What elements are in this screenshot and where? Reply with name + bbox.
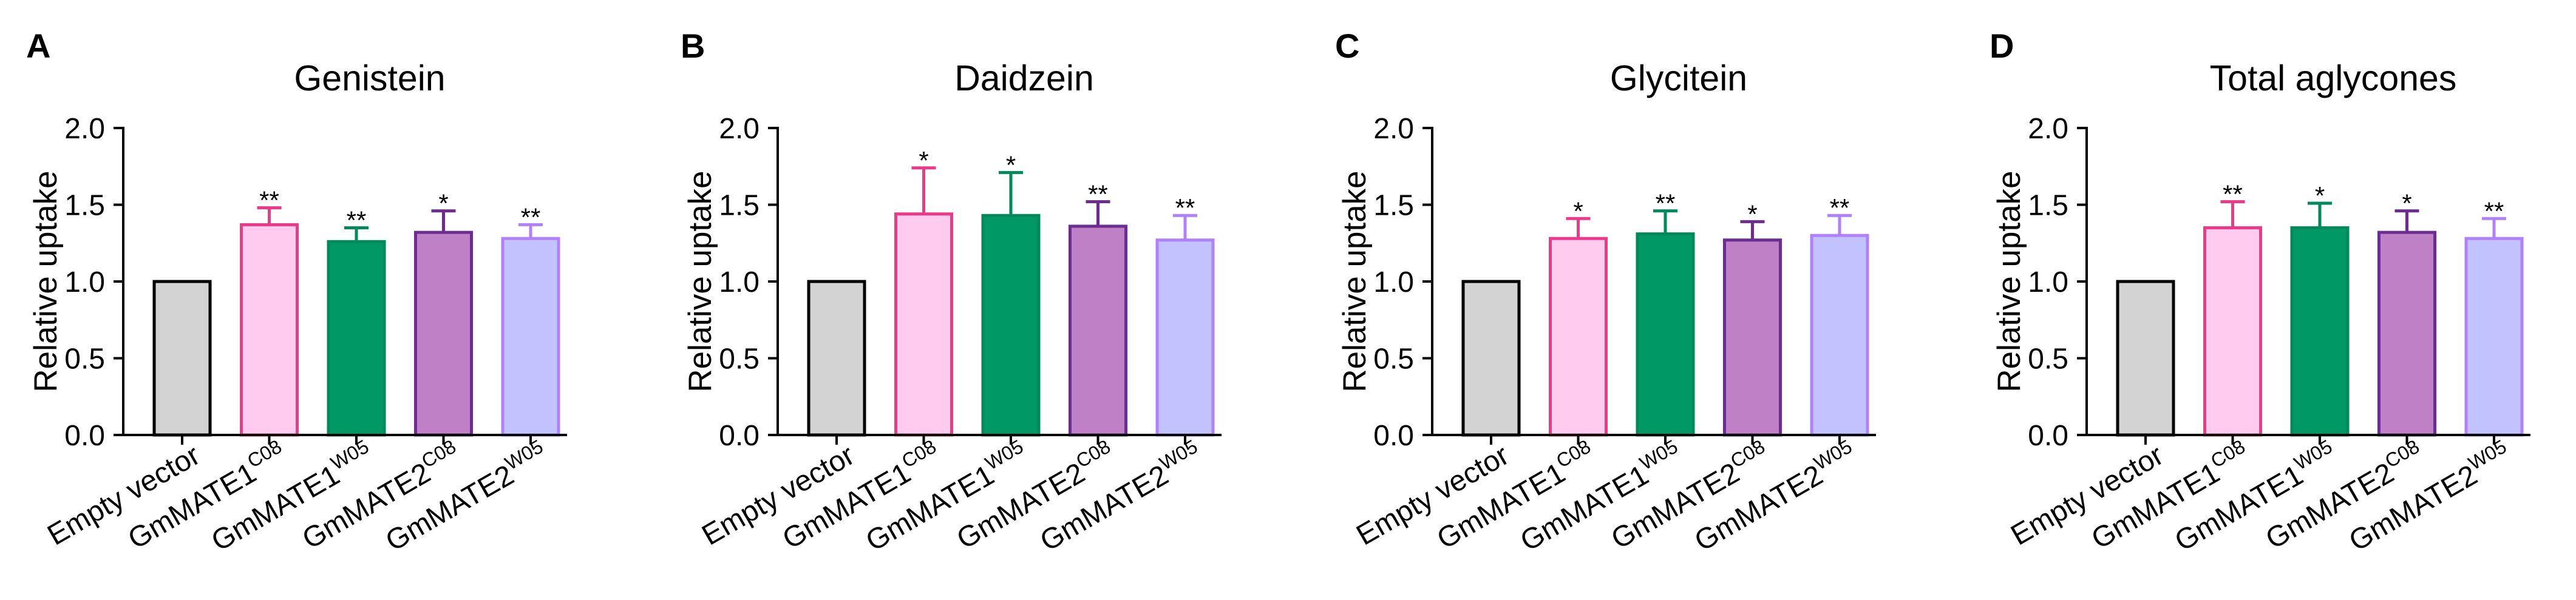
y-tick-label: 1.0 xyxy=(719,266,760,298)
significance-gmmate2-w05: ** xyxy=(521,203,541,231)
significance-gmmate1-c08: * xyxy=(919,146,928,175)
significance-gmmate2-w05: ** xyxy=(1830,194,1850,222)
significance-gmmate2-c08: * xyxy=(438,189,448,218)
significance-gmmate2-c08: * xyxy=(1747,200,1757,228)
y-axis-label: Relative uptake xyxy=(1337,170,1373,392)
y-tick-label: 1.5 xyxy=(719,190,760,222)
y-tick-label: 1.5 xyxy=(1373,190,1414,222)
y-tick-label: 2.0 xyxy=(1373,113,1414,145)
y-tick-label: 1.5 xyxy=(2028,190,2068,222)
chart-title: Total aglycones xyxy=(2210,58,2457,98)
y-tick-label: 1.5 xyxy=(64,190,105,222)
y-tick-label: 0.0 xyxy=(2028,420,2068,452)
bar-gmmate1-w05 xyxy=(981,214,1041,437)
bar-empty-vector xyxy=(152,280,212,437)
significance-gmmate1-w05: ** xyxy=(347,206,367,234)
significance-gmmate1-c08: * xyxy=(1573,197,1583,225)
y-tick-label: 1.0 xyxy=(2028,266,2068,298)
y-tick-label: 0.0 xyxy=(64,420,105,452)
y-tick-label: 0.5 xyxy=(2028,343,2068,376)
significance-gmmate1-w05: * xyxy=(1006,150,1016,179)
y-tick-label: 1.0 xyxy=(1373,266,1414,298)
bar-gmmate2-w05 xyxy=(2464,237,2524,437)
y-axis-label: Relative uptake xyxy=(28,170,64,392)
panel-letter: D xyxy=(1990,27,2014,65)
y-tick-label: 2.0 xyxy=(64,113,105,145)
significance-gmmate2-w05: ** xyxy=(1175,194,1195,222)
chart-title: Genistein xyxy=(294,58,445,98)
bar-gmmate2-w05 xyxy=(1155,238,1215,437)
significance-gmmate2-c08: * xyxy=(2402,189,2411,218)
y-tick-label: 2.0 xyxy=(2028,113,2068,145)
bar-empty-vector xyxy=(2116,280,2175,437)
bar-gmmate2-c08 xyxy=(414,231,473,437)
bar-gmmate1-c08 xyxy=(2203,226,2262,437)
bar-gmmate1-c08 xyxy=(240,223,299,437)
panel-letter: B xyxy=(681,27,705,65)
bar-gmmate1-c08 xyxy=(1549,237,1608,437)
significance-gmmate1-c08: ** xyxy=(259,186,279,215)
y-tick-label: 0.5 xyxy=(1373,343,1414,376)
panel-letter: A xyxy=(26,27,50,65)
significance-gmmate1-w05: ** xyxy=(1656,189,1676,218)
chart-title: Daidzein xyxy=(954,58,1094,98)
significance-gmmate2-w05: ** xyxy=(2484,197,2504,225)
bar-gmmate1-c08 xyxy=(894,212,953,437)
y-tick-label: 0.0 xyxy=(719,420,760,452)
y-tick-label: 0.0 xyxy=(1373,420,1414,452)
bar-gmmate1-w05 xyxy=(2290,226,2350,437)
y-tick-label: 1.0 xyxy=(64,266,105,298)
bar-gmmate2-c08 xyxy=(1069,224,1127,437)
y-tick-label: 2.0 xyxy=(719,113,760,145)
chart-title: Glycitein xyxy=(1610,58,1747,98)
panel-letter: C xyxy=(1335,27,1359,65)
y-tick-label: 0.5 xyxy=(64,343,105,376)
significance-gmmate1-w05: * xyxy=(2315,181,2325,210)
significance-gmmate2-c08: ** xyxy=(1088,180,1108,208)
y-axis-label: Relative uptake xyxy=(1991,170,2027,392)
bar-gmmate1-w05 xyxy=(1636,232,1695,437)
y-axis-label: Relative uptake xyxy=(682,170,718,392)
bar-gmmate2-w05 xyxy=(501,237,560,437)
bar-gmmate2-c08 xyxy=(2377,231,2436,437)
y-tick-label: 0.5 xyxy=(719,343,760,376)
bar-empty-vector xyxy=(807,280,866,437)
bar-gmmate2-w05 xyxy=(1810,234,1869,437)
bar-empty-vector xyxy=(1461,280,1521,437)
significance-gmmate1-c08: ** xyxy=(2223,180,2243,208)
bar-gmmate2-c08 xyxy=(1723,238,1782,437)
bar-gmmate1-w05 xyxy=(327,240,386,437)
